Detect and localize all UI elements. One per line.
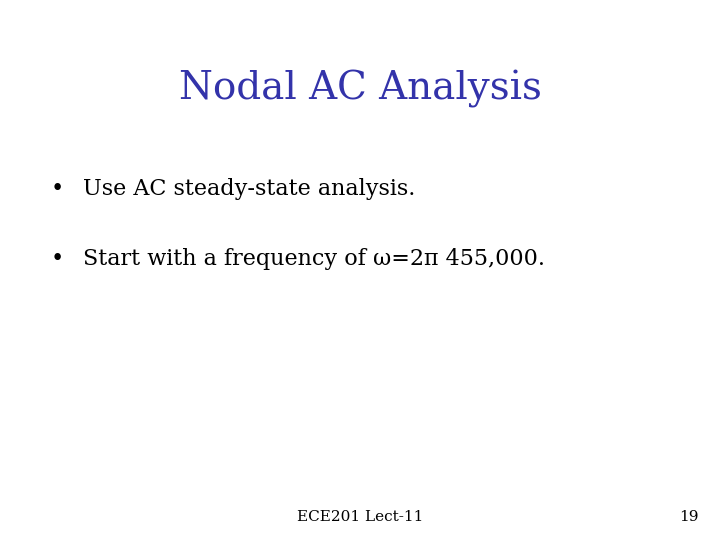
Text: Nodal AC Analysis: Nodal AC Analysis [179,70,541,108]
Text: Use AC steady-state analysis.: Use AC steady-state analysis. [83,178,415,200]
Text: Start with a frequency of ω=2π 455,000.: Start with a frequency of ω=2π 455,000. [83,248,545,271]
Text: 19: 19 [679,510,698,524]
Text: •: • [50,178,63,200]
Text: •: • [50,248,63,271]
Text: ECE201 Lect-11: ECE201 Lect-11 [297,510,423,524]
